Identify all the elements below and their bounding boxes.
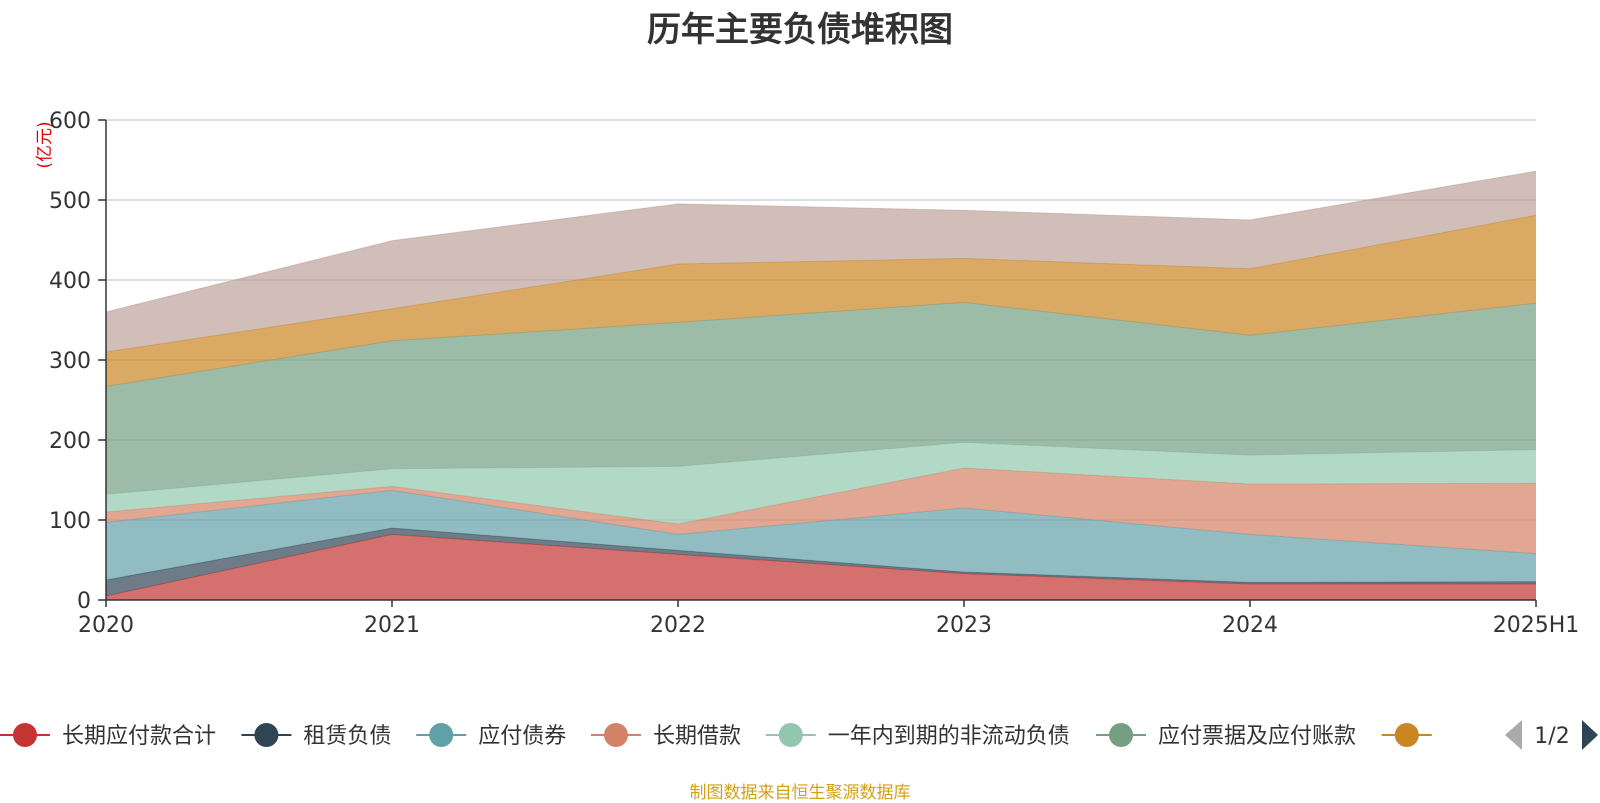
area-series-2	[106, 490, 1536, 583]
legend-label: 一年内到期的非流动负债	[828, 724, 1070, 749]
legend-label: 长期借款	[653, 724, 741, 749]
x-tick-label: 2020	[78, 613, 134, 638]
area-series-4	[106, 442, 1536, 524]
y-tick-label: 500	[49, 189, 91, 214]
legend-label: 应付票据及应付账款	[1158, 724, 1356, 749]
legend-item-4[interactable]: 一年内到期的非流动负债	[765, 723, 1070, 749]
legend-marker	[778, 723, 803, 747]
y-tick-label: 600	[49, 109, 91, 134]
x-tick-label: 2021	[364, 613, 420, 638]
y-tick-label: 0	[77, 589, 91, 614]
legend-page-indicator: 1/2	[1534, 724, 1569, 749]
area-series-3	[106, 468, 1536, 554]
area-series-6	[106, 215, 1536, 387]
chart-title: 历年主要负债堆积图	[647, 10, 953, 50]
x-tick-label: 2025H1	[1493, 613, 1580, 638]
legend-item-1[interactable]: 租赁负债	[241, 723, 391, 749]
area-series	[105, 170, 1537, 600]
legend-marker	[1109, 723, 1133, 747]
x-tick-label: 2023	[936, 613, 992, 638]
y-axis-unit-label: (亿元)	[35, 121, 55, 168]
y-tick-label: 300	[49, 349, 91, 374]
y-tick-label: 100	[49, 509, 91, 534]
legend-label: 租赁负债	[303, 724, 391, 749]
legend-marker	[1394, 723, 1419, 747]
legend-marker	[13, 723, 37, 747]
legend-marker	[604, 723, 628, 747]
area-series-1	[106, 528, 1536, 596]
legend: 长期应付款合计 租赁负债 应付债券 长期借款 一年内到期的非流动负债 应付票据及应付账款 1…	[0, 720, 1598, 750]
y-tick-label: 200	[49, 429, 91, 454]
axes: 0 100 200 300 400 500 600 2020 2021 2022 2023 2024 2…	[49, 109, 1579, 638]
area-series-0	[106, 534, 1536, 600]
area-line-7	[105, 170, 1537, 313]
legend-label: 长期应付款合计	[62, 724, 216, 749]
legend-label: 应付债券	[478, 724, 566, 749]
legend-item-5[interactable]: 应付票据及应付账款	[1096, 723, 1356, 749]
data-source-note: 制图数据来自恒生聚源数据库	[689, 783, 911, 803]
x-tick-label: 2022	[650, 613, 706, 638]
legend-next-page-icon[interactable]	[1582, 720, 1598, 750]
legend-item-6[interactable]	[1381, 723, 1432, 747]
legend-item-2[interactable]: 应付债券	[416, 723, 566, 749]
area-line-6	[105, 214, 1537, 353]
x-tick-label: 2024	[1222, 613, 1278, 638]
legend-item-3[interactable]: 长期借款	[591, 723, 741, 749]
y-tick-label: 400	[49, 269, 91, 294]
legend-item-0[interactable]: 长期应付款合计	[0, 723, 216, 749]
area-series-5	[106, 302, 1536, 495]
legend-marker	[429, 723, 454, 747]
legend-prev-page-icon[interactable]	[1505, 720, 1522, 750]
legend-marker	[254, 723, 279, 747]
